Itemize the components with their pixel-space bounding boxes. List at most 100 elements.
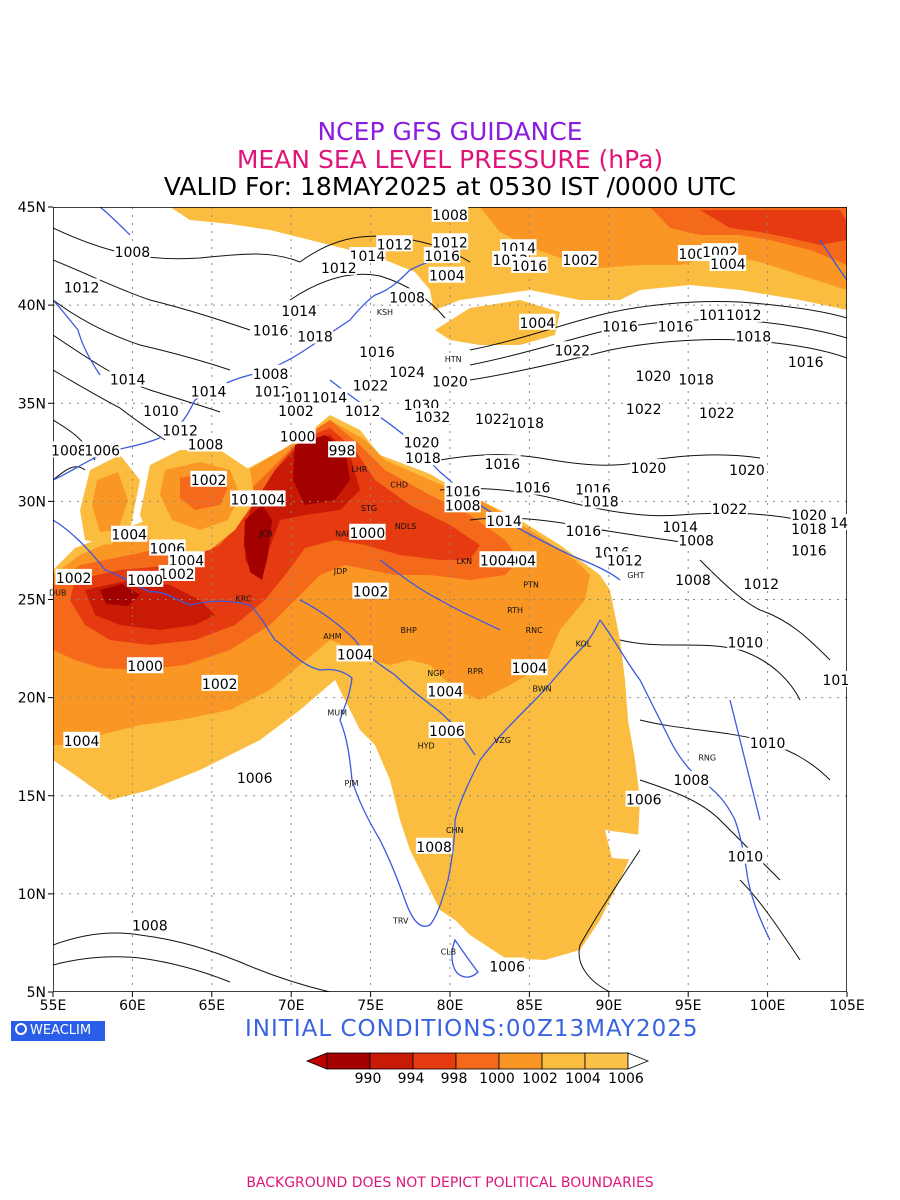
isobar-label: 1006 [428, 721, 466, 740]
isobar-label-bg [131, 916, 169, 933]
isobar-label-text: 1016 [515, 481, 551, 497]
isobar-label-text: 1022 [353, 379, 389, 395]
isobar-label: 1008 [431, 205, 469, 224]
color-legend: 990 994 998 1000 1002 1004 1006 [305, 1052, 650, 1087]
isobar-label-text: 1004 [520, 316, 556, 332]
legend-arrow-low [305, 1052, 328, 1070]
isobar-label-text: 1012 [321, 261, 357, 277]
band-1002-iran [92, 472, 128, 532]
isobar-lines [53, 227, 847, 992]
logo-circle-icon [15, 1023, 27, 1035]
legend-arrow-high [627, 1052, 650, 1070]
isobar-label: 1004 [428, 266, 466, 285]
isobar-label-bg [677, 370, 715, 387]
legend-swatch [455, 1052, 500, 1070]
isobar-label-text: 101 [823, 673, 850, 689]
isobar-label: 1002 [201, 674, 238, 693]
isobar-label: 1014 [109, 370, 146, 389]
isobar-label-bg [479, 551, 516, 568]
isobar-label-text: 1010 [143, 404, 179, 420]
city-label: KSH [377, 308, 393, 317]
isobar-label: 1022 [474, 409, 512, 428]
isobar-label-text: 1004 [250, 492, 286, 508]
title-line-2: MEAN SEA LEVEL PRESSURE (hPa) [236, 145, 664, 174]
title-line-1: NCEP GFS GUIDANCE [317, 117, 583, 146]
isobar-label-bg [190, 470, 227, 487]
isobar-label-bg [565, 521, 602, 538]
isobar-label-text: 1016 [512, 259, 548, 275]
legend-swatch [584, 1052, 629, 1070]
isobar-label: 1018 [582, 492, 620, 510]
isobar-label-bg [727, 847, 764, 864]
isobar-label-bg [63, 731, 100, 748]
isobar-label-text: 1016 [658, 320, 694, 336]
isobar-label-text: 1020 [631, 461, 667, 477]
isobar-label-bg [606, 551, 643, 568]
city-label: NGP [427, 669, 444, 678]
isobar-label-text: 1022 [699, 406, 735, 422]
legend-swatch [412, 1052, 457, 1070]
isobar-label: 1008 [114, 243, 151, 261]
isobar-label-text: 1016 [424, 249, 460, 265]
lat-tick-label: 40N [18, 298, 46, 314]
isobar-label-bg [84, 441, 121, 458]
city-label: DUB [49, 589, 67, 598]
city-label: KRC [236, 594, 252, 603]
lon-tick-label: 105E [829, 998, 865, 1014]
isobar-label-text: 1000 [350, 526, 386, 542]
isobar-label-bg [111, 525, 148, 542]
isobar-label: 1024 [388, 362, 426, 381]
lon-tick-label: 70E [278, 998, 305, 1014]
isobar-label-bg [735, 327, 772, 344]
isobar-label: 1002 [277, 402, 315, 420]
isobar-label: 998 [328, 441, 356, 459]
lat-tick-label: 30N [18, 494, 46, 510]
isobar-label-text: 1022 [475, 412, 511, 428]
lon-tick-label: 80E [437, 998, 464, 1014]
isobar-label: 1016 [423, 247, 461, 265]
isobar-label: 1004 [427, 682, 464, 701]
isobar-label-bg [562, 250, 599, 267]
isobar-label: 1008 [131, 916, 169, 934]
isobar-label-text: 1008 [132, 918, 168, 934]
isobar-label-bg [625, 790, 662, 807]
isobar-label-bg [236, 769, 273, 786]
isobar-label-text: 1010 [728, 636, 764, 652]
city-label: PTN [523, 581, 539, 590]
isobar-label: 1006 [488, 957, 526, 975]
isobar-label-bg [376, 235, 413, 252]
isobar-label: 1006 [84, 441, 121, 459]
lat-tick-label: 5N [27, 985, 46, 1001]
isobar-label-text: 1006 [429, 724, 465, 740]
isobar-label: 1008 [252, 364, 289, 383]
isobar-label-bg [821, 670, 850, 687]
isobar-label-text: 1022 [712, 502, 748, 518]
isobar-label-bg [601, 317, 639, 334]
band-990 [100, 435, 350, 606]
isobar-label-bg [320, 258, 358, 275]
isobar-label: 1012 [725, 305, 762, 324]
legend-label: 998 [441, 1071, 468, 1087]
isobar-label-text: 1022 [554, 343, 590, 359]
city-label: JDP [333, 567, 348, 576]
isobar-label-text: 1018 [791, 522, 827, 538]
isobar-label-text: 1008 [253, 367, 289, 383]
lat-tick-label: 15N [18, 789, 46, 805]
isobar-label-bg [403, 433, 440, 450]
isobar-label-bg [790, 541, 828, 558]
isobar-label: 1006 [236, 769, 273, 787]
lat-tick-label: 10N [18, 887, 46, 903]
isobar-label-bg [508, 413, 545, 430]
isobar-label-bg [415, 837, 453, 854]
isobar-label-bg [126, 657, 164, 674]
isobar-label-bg [252, 321, 289, 338]
legend-swatch [498, 1052, 543, 1070]
isobar-label-text: 1016 [791, 543, 827, 559]
city-markers: DUBKRCJCBSRGLHRSTGNAINDLSCHDJDPAHMBHPLKN… [49, 308, 716, 957]
isobar-label: 1012 [743, 574, 780, 593]
isobar-label-bg [630, 459, 667, 476]
isobar-label-text: 1022 [626, 402, 662, 418]
city-label: MUM [327, 708, 347, 717]
isobar-label-bg [279, 427, 316, 444]
isobar-label-bg [677, 531, 715, 548]
